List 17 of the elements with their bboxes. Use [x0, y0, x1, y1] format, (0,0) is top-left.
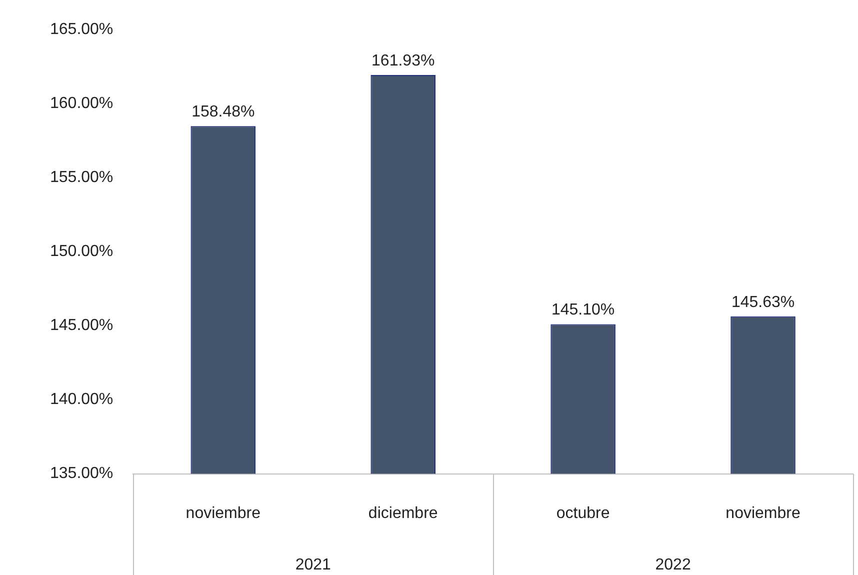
- y-tick-label: 140.00%: [50, 391, 114, 408]
- x-tick-label: noviembre: [726, 504, 800, 522]
- text: 2022: [655, 556, 691, 574]
- y-tick-label: 160.00%: [50, 95, 114, 112]
- data-label: 145.10%: [551, 302, 615, 319]
- text: 2021: [295, 556, 332, 574]
- x-tick-label: octubre: [556, 504, 610, 522]
- y-tick-label: 155.00%: [50, 169, 114, 186]
- data-label: 158.48%: [192, 104, 255, 121]
- y-tick-label: 145.00%: [50, 317, 114, 334]
- x-tick-label: noviembre: [186, 504, 261, 522]
- y-tick-label: 150.00%: [50, 243, 114, 260]
- x-tick-label: diciembre: [368, 504, 438, 522]
- data-label: 161.93%: [372, 52, 435, 70]
- y-tick-label: 135.00%: [50, 465, 114, 482]
- data-label: 145.63%: [731, 294, 795, 311]
- y-tick-label: 165.00%: [50, 21, 114, 38]
